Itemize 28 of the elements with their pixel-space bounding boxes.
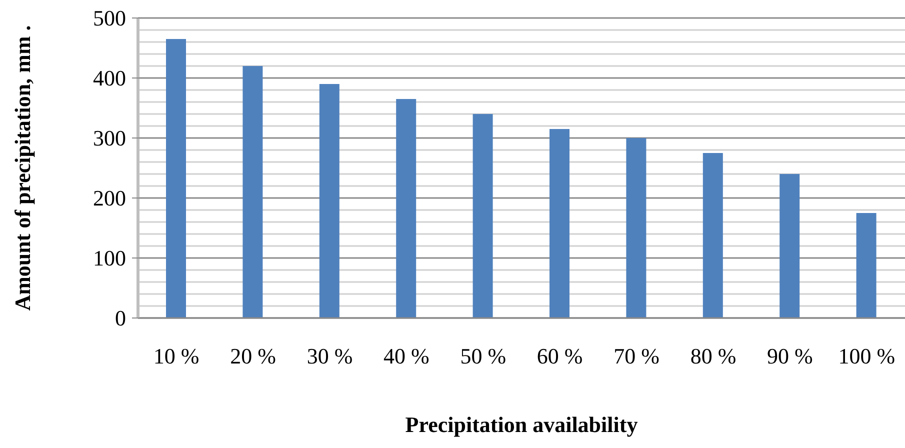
bar [702,153,723,318]
x-tick-label: 20 % [230,344,276,369]
bar [319,84,340,318]
bar [856,213,876,318]
x-tick-label: 10 % [153,344,200,369]
x-tick-label: 70 % [614,344,660,369]
x-tick-label: 50 % [460,344,506,369]
bar [780,174,800,318]
y-tick-label: 300 [93,126,126,151]
x-axis-title: Precipitation availability [405,412,638,437]
x-tick-label: 80 % [690,344,736,369]
x-tick-label: 40 % [384,344,430,369]
bar [396,99,416,318]
y-tick-label: 200 [93,186,126,211]
bar [550,129,570,318]
x-tick-label: 60 % [536,344,583,369]
y-axis-title: Amount of precipitation, mm . [10,25,35,311]
y-tick-label: 400 [93,66,126,91]
y-tick-label: 0 [115,306,126,331]
y-tick-label: 100 [93,246,126,271]
bar [242,66,263,318]
bar [166,39,186,318]
y-tick-label: 500 [93,6,126,31]
bar [626,138,646,318]
x-tick-label: 100 % [838,344,896,369]
x-tick-label: 90 % [767,344,813,369]
bar [472,114,493,318]
x-tick-label: 30 % [306,344,353,369]
